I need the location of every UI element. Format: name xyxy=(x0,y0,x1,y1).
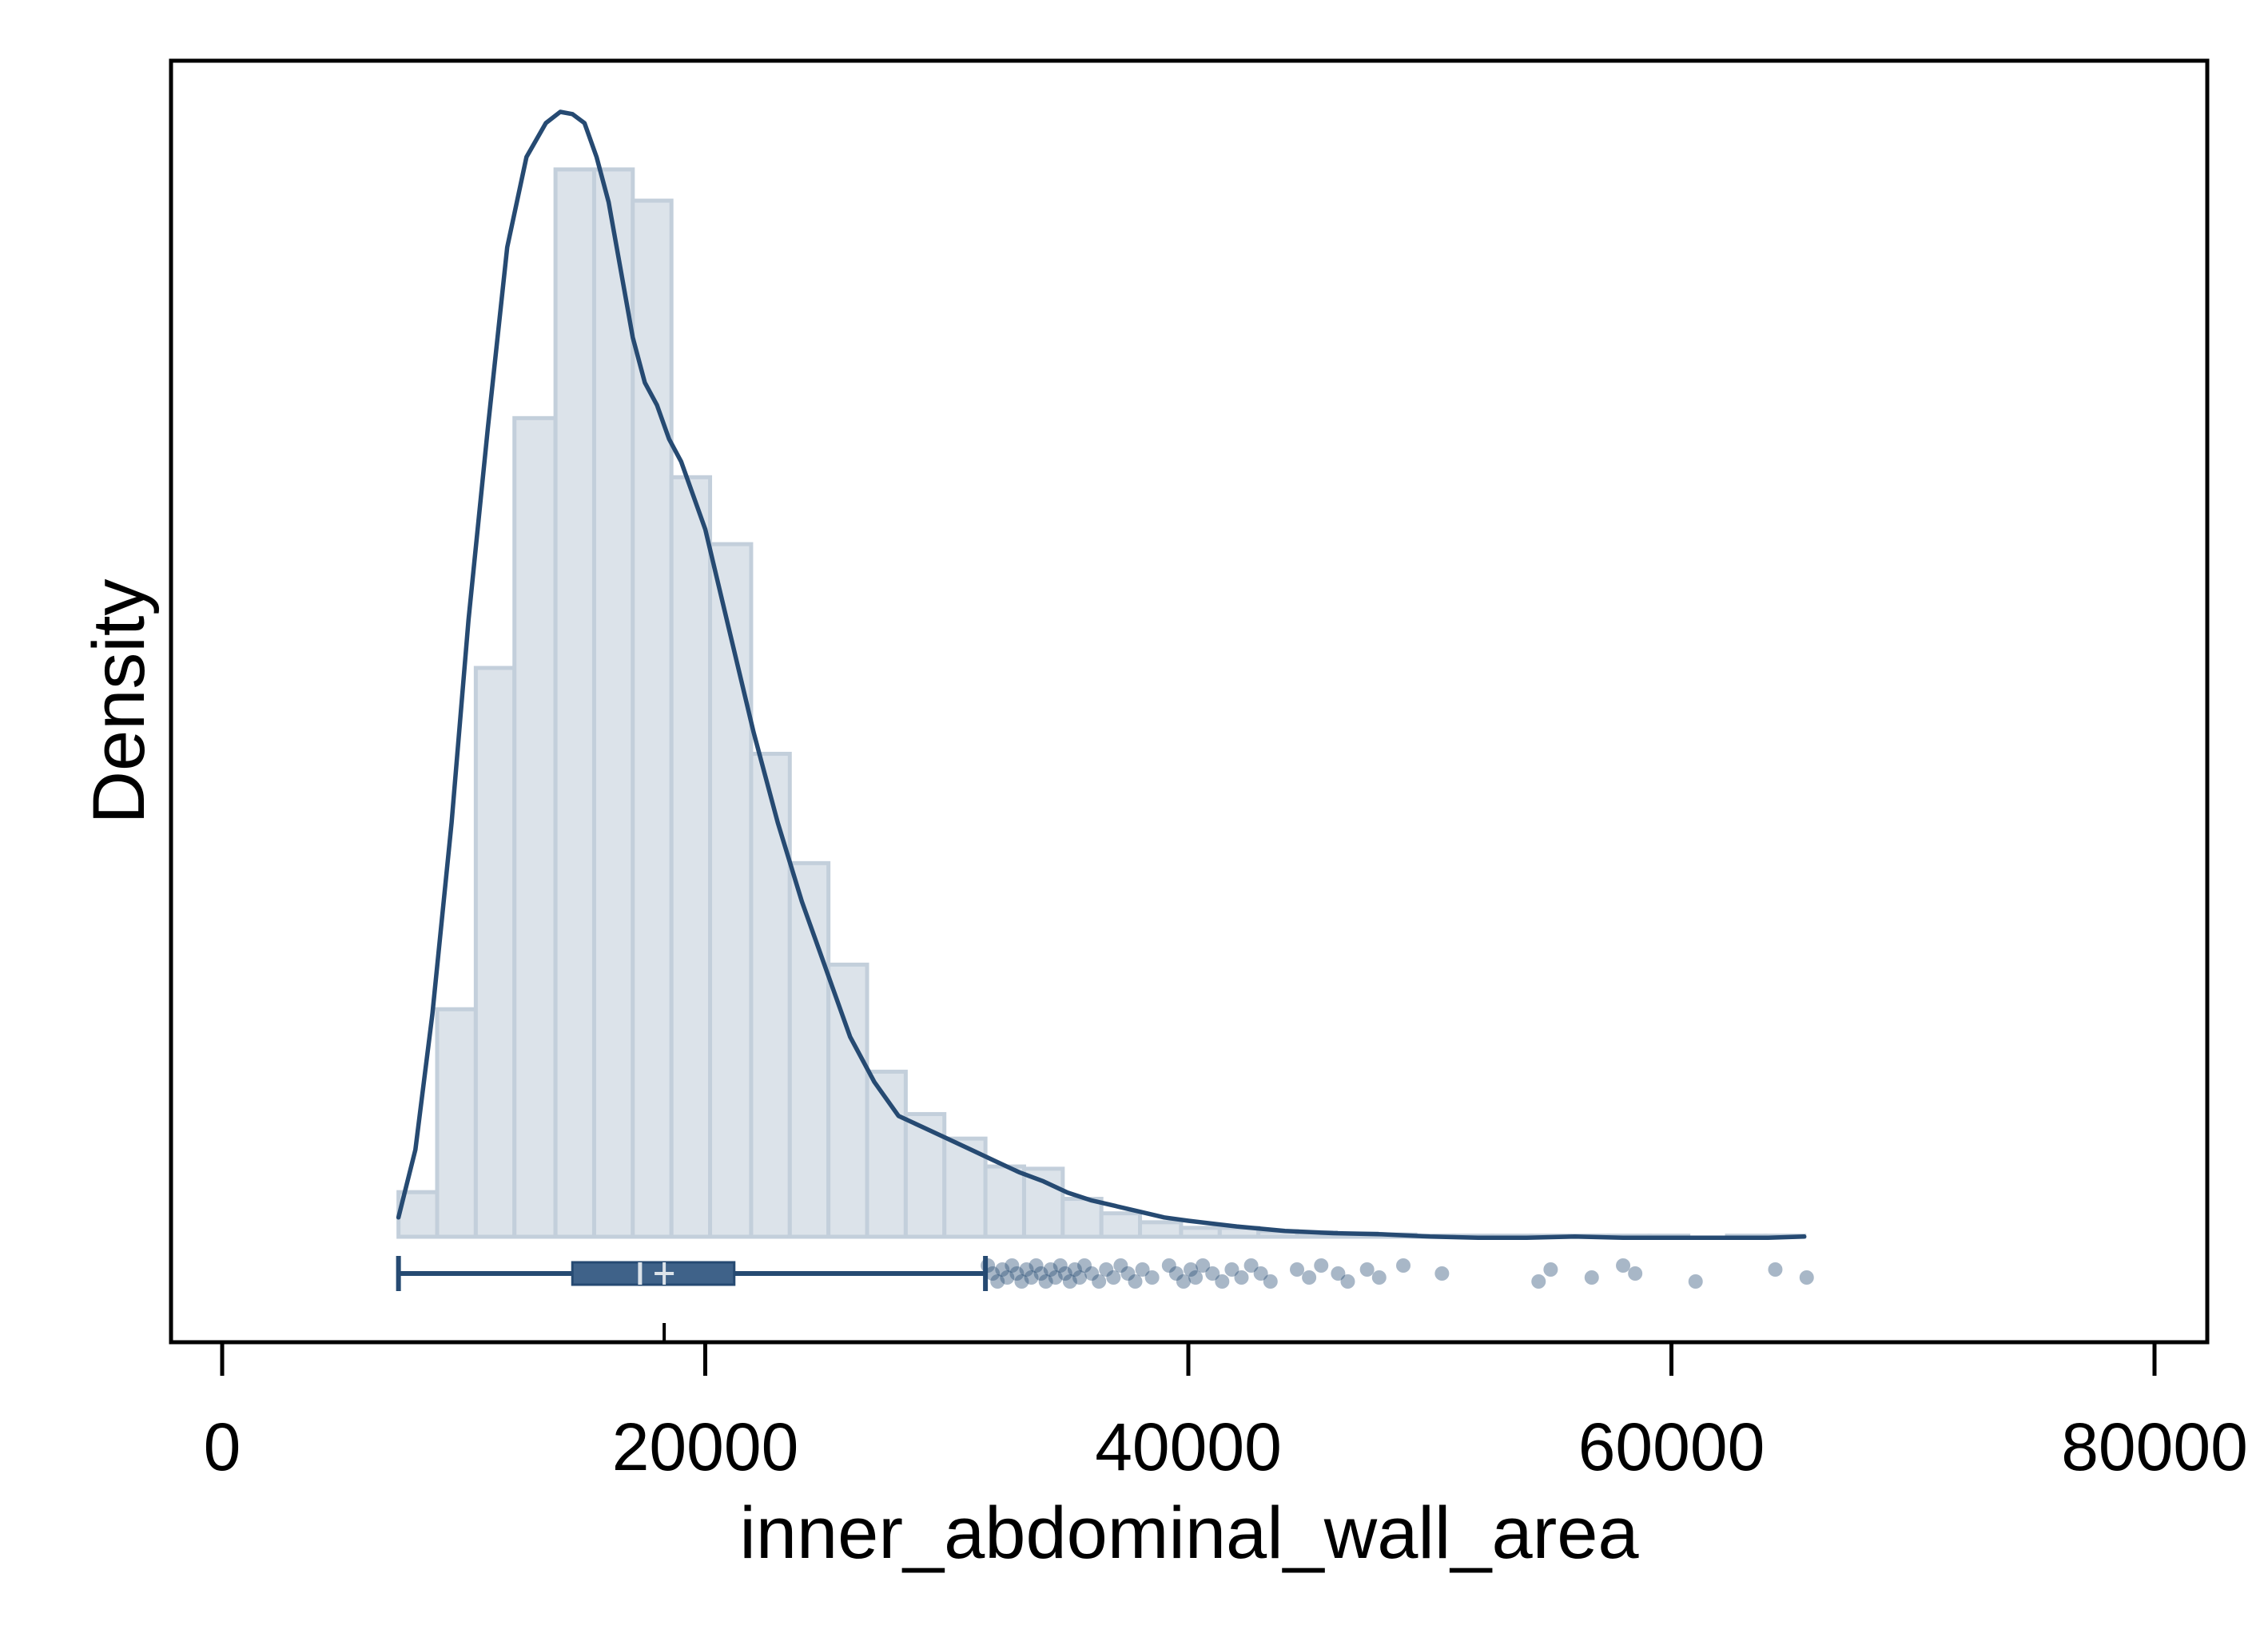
outlier-point xyxy=(1135,1262,1150,1277)
outlier-point xyxy=(1768,1262,1783,1277)
histogram-bar xyxy=(1060,1197,1104,1239)
outlier-point xyxy=(1043,1262,1058,1277)
outlier-point xyxy=(1168,1266,1184,1281)
outlier-point xyxy=(1371,1270,1387,1285)
outlier-point xyxy=(1188,1270,1204,1285)
outlier-point xyxy=(1616,1258,1631,1273)
x-axis: 0 20000 40000 60000 80000 xyxy=(204,1323,2248,1484)
outlier-point xyxy=(1628,1266,1643,1281)
outlier-point xyxy=(1052,1258,1068,1273)
x-tick-label: 40000 xyxy=(1095,1409,1282,1484)
outlier-point xyxy=(1584,1270,1599,1285)
histogram-bar xyxy=(435,1007,478,1239)
outlier-point xyxy=(1005,1258,1020,1273)
outlier-point xyxy=(1340,1274,1355,1289)
outlier-point xyxy=(985,1266,1001,1281)
histogram-bar xyxy=(473,666,517,1239)
outlier-point xyxy=(1184,1262,1199,1277)
outlier-point xyxy=(1196,1258,1211,1273)
outlier-point xyxy=(1014,1274,1029,1289)
outlier-point xyxy=(1033,1266,1048,1281)
outlier-point xyxy=(1057,1266,1072,1281)
outlier-point xyxy=(1314,1258,1329,1273)
outlier-point xyxy=(1067,1262,1082,1277)
density-curve xyxy=(396,109,1807,1240)
outlier-point xyxy=(1077,1258,1092,1273)
outlier-point xyxy=(1224,1262,1239,1277)
outlier-point xyxy=(1106,1270,1121,1285)
boxplot-layer xyxy=(396,1256,1814,1291)
outlier-point xyxy=(1215,1274,1230,1289)
histogram-bar xyxy=(983,1164,1026,1239)
outlier-point xyxy=(1024,1270,1039,1285)
outlier-point xyxy=(1396,1258,1411,1273)
outlier-point xyxy=(1253,1266,1268,1281)
outlier-point xyxy=(1144,1270,1160,1285)
outlier-point xyxy=(1543,1262,1558,1277)
outlier-point xyxy=(1084,1266,1100,1281)
outlier-point xyxy=(1019,1262,1034,1277)
histogram-bar xyxy=(1138,1220,1184,1239)
x-axis-title: inner_abdominal_wall_area xyxy=(739,1492,1639,1574)
outlier-point xyxy=(1688,1274,1703,1289)
histogram-bar xyxy=(669,475,713,1239)
outlier-point xyxy=(1029,1258,1044,1273)
outlier-point xyxy=(1331,1266,1346,1281)
y-axis-title: Density xyxy=(78,579,160,824)
outlier-point xyxy=(1161,1258,1176,1273)
outlier-point xyxy=(1234,1270,1249,1285)
outlier-point xyxy=(1113,1258,1128,1273)
outlier-point xyxy=(1120,1266,1136,1281)
histogram-bar xyxy=(749,752,792,1239)
outlier-point xyxy=(1290,1262,1305,1277)
histogram-bar xyxy=(826,962,869,1239)
outlier-point xyxy=(1205,1266,1220,1281)
outlier-point xyxy=(1128,1274,1143,1289)
outlier-point xyxy=(1434,1266,1450,1281)
histogram-bar xyxy=(512,415,558,1239)
histogram-bars xyxy=(396,167,1807,1239)
x-tick-label: 60000 xyxy=(1578,1409,1765,1484)
histogram-bar xyxy=(1179,1226,1222,1239)
density-curve-layer xyxy=(396,109,1807,1240)
outlier-point xyxy=(1009,1266,1025,1281)
histogram-bar xyxy=(1099,1211,1143,1239)
outlier-point xyxy=(1092,1274,1107,1289)
outlier-point xyxy=(981,1258,996,1273)
outlier-point xyxy=(1072,1270,1087,1285)
outlier-point xyxy=(1062,1274,1077,1289)
outlier-point xyxy=(1359,1262,1375,1277)
outlier-point xyxy=(995,1262,1010,1277)
outlier-point xyxy=(1531,1274,1546,1289)
histogram-bar xyxy=(631,198,674,1239)
histogram-bar xyxy=(1021,1166,1065,1239)
histogram-bar xyxy=(553,167,596,1239)
outlier-point xyxy=(1038,1274,1053,1289)
outlier-point xyxy=(1243,1258,1259,1273)
histogram-bar xyxy=(708,542,754,1239)
outlier-point xyxy=(990,1274,1005,1289)
outlier-point xyxy=(1099,1262,1114,1277)
outlier-point xyxy=(1302,1270,1317,1285)
x-tick-label: 20000 xyxy=(612,1409,799,1484)
iqr-box xyxy=(571,1261,736,1286)
outlier-point xyxy=(1176,1274,1191,1289)
outlier-point xyxy=(1799,1270,1814,1285)
histogram-bar xyxy=(787,860,831,1239)
outlier-point xyxy=(1000,1270,1015,1285)
histogram-bar xyxy=(591,167,635,1239)
x-tick-label: 80000 xyxy=(2061,1409,2248,1484)
outlier-point xyxy=(1263,1274,1278,1289)
outlier-point xyxy=(1048,1270,1063,1285)
x-tick-label: 0 xyxy=(204,1409,241,1484)
